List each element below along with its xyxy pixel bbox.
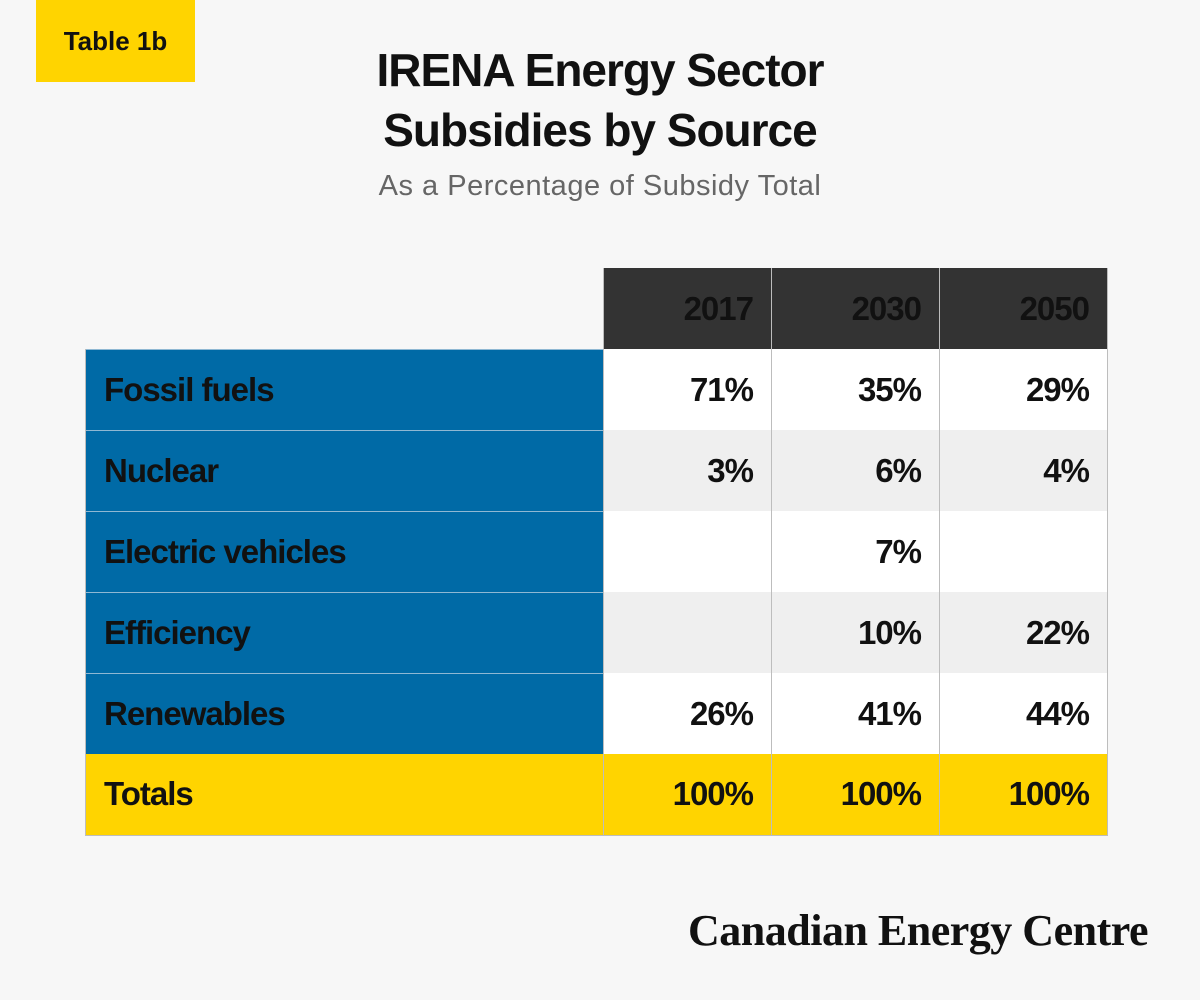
table-cell: 41% (771, 673, 940, 754)
title-line-2: Subsidies by Source (383, 104, 817, 156)
table-cell: 100% (939, 754, 1108, 836)
header-corner (86, 268, 604, 349)
table-row-fossil-fuels: Fossil fuels 71% 35% 29% (85, 348, 1108, 430)
table-cell: 26% (603, 673, 772, 754)
table-row-efficiency: Efficiency 10% 22% (85, 591, 1108, 673)
column-header-2050: 2050 (939, 268, 1108, 349)
table-cell: 6% (771, 430, 940, 511)
column-header-2030: 2030 (771, 268, 940, 349)
row-label: Totals (85, 754, 604, 836)
table-cell: 7% (771, 511, 940, 592)
title-line-1: IRENA Energy Sector (376, 44, 824, 96)
table-cell: 35% (771, 349, 940, 430)
table-cell: 29% (939, 349, 1108, 430)
table-badge: Table 1b (36, 0, 195, 82)
table-cell: 3% (603, 430, 772, 511)
row-label: Nuclear (85, 429, 604, 511)
row-label: Renewables (85, 672, 604, 754)
table-cell: 22% (939, 592, 1108, 673)
table-row-renewables: Renewables 26% 41% 44% (85, 672, 1108, 754)
brand-logo-text: Canadian Energy Centre (688, 906, 1148, 955)
table-cell: 100% (771, 754, 940, 836)
row-label: Efficiency (85, 591, 604, 673)
table-cell: 4% (939, 430, 1108, 511)
table-cell: 100% (603, 754, 772, 836)
table-cell (939, 511, 1108, 592)
table-cell: 71% (603, 349, 772, 430)
table-row-nuclear: Nuclear 3% 6% 4% (85, 429, 1108, 511)
table-row-totals: Totals 100% 100% 100% (85, 754, 1108, 836)
table-cell (603, 511, 772, 592)
column-header-2017: 2017 (603, 268, 772, 349)
page-subtitle: As a Percentage of Subsidy Total (378, 170, 822, 202)
subsidy-table: 2017 2030 2050 Fossil fuels 71% 35% 29% … (85, 268, 1108, 836)
row-label: Electric vehicles (85, 510, 604, 592)
table-row-electric-vehicles: Electric vehicles 7% (85, 510, 1108, 592)
table-cell: 44% (939, 673, 1108, 754)
table-cell: 10% (771, 592, 940, 673)
table-header-row: 2017 2030 2050 (86, 268, 1108, 349)
row-label: Fossil fuels (85, 348, 604, 430)
table-cell (603, 592, 772, 673)
page-title: IRENA Energy Sector Subsidies by Source (0, 40, 1200, 160)
